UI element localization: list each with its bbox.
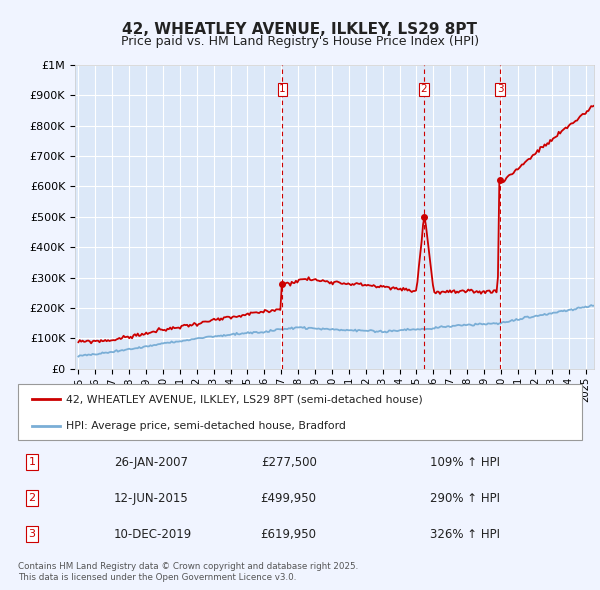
Text: 10-DEC-2019: 10-DEC-2019 bbox=[114, 527, 192, 540]
Text: Price paid vs. HM Land Registry's House Price Index (HPI): Price paid vs. HM Land Registry's House … bbox=[121, 35, 479, 48]
Text: £619,950: £619,950 bbox=[261, 527, 317, 540]
Text: 1: 1 bbox=[29, 457, 35, 467]
Text: 12-JUN-2015: 12-JUN-2015 bbox=[114, 491, 188, 504]
Text: This data is licensed under the Open Government Licence v3.0.: This data is licensed under the Open Gov… bbox=[18, 572, 296, 582]
Text: 26-JAN-2007: 26-JAN-2007 bbox=[114, 455, 188, 468]
Text: £277,500: £277,500 bbox=[261, 455, 317, 468]
Text: HPI: Average price, semi-detached house, Bradford: HPI: Average price, semi-detached house,… bbox=[66, 421, 346, 431]
Text: 42, WHEATLEY AVENUE, ILKLEY, LS29 8PT (semi-detached house): 42, WHEATLEY AVENUE, ILKLEY, LS29 8PT (s… bbox=[66, 394, 422, 404]
Text: £499,950: £499,950 bbox=[261, 491, 317, 504]
Text: 3: 3 bbox=[29, 529, 35, 539]
Text: 326% ↑ HPI: 326% ↑ HPI bbox=[430, 527, 500, 540]
Text: 109% ↑ HPI: 109% ↑ HPI bbox=[430, 455, 500, 468]
Text: 2: 2 bbox=[421, 84, 427, 94]
Text: 3: 3 bbox=[497, 84, 503, 94]
Text: 290% ↑ HPI: 290% ↑ HPI bbox=[430, 491, 500, 504]
Text: 42, WHEATLEY AVENUE, ILKLEY, LS29 8PT: 42, WHEATLEY AVENUE, ILKLEY, LS29 8PT bbox=[122, 22, 478, 37]
Text: 2: 2 bbox=[29, 493, 35, 503]
Text: Contains HM Land Registry data © Crown copyright and database right 2025.: Contains HM Land Registry data © Crown c… bbox=[18, 562, 358, 571]
FancyBboxPatch shape bbox=[18, 384, 582, 440]
Text: 1: 1 bbox=[279, 84, 286, 94]
